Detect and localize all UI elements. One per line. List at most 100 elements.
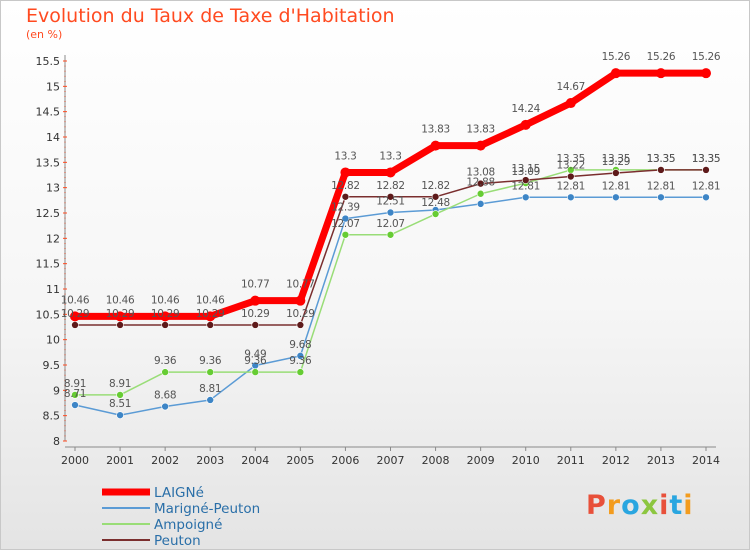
data-point <box>160 311 171 322</box>
data-point <box>702 166 710 174</box>
data-point <box>71 401 79 409</box>
y-tick-label: 14 <box>46 131 60 144</box>
data-point <box>475 140 486 151</box>
data-label: 12.81 <box>511 180 540 192</box>
data-point <box>566 172 575 181</box>
data-label: 13.83 <box>466 124 495 136</box>
data-label: 12.07 <box>376 218 405 230</box>
data-point <box>565 98 576 109</box>
data-label: 8.81 <box>199 383 221 395</box>
data-label: 9.36 <box>289 355 312 367</box>
logo-letter: P <box>586 490 607 521</box>
data-point <box>296 321 305 329</box>
data-label: 15.26 <box>647 51 676 63</box>
data-point <box>116 391 124 399</box>
data-label: 15.26 <box>602 51 631 63</box>
y-tick-label: 13.5 <box>36 156 61 169</box>
data-label: 13.35 <box>692 153 721 165</box>
data-label: 12.81 <box>692 180 721 192</box>
logo-letter: r <box>606 490 622 521</box>
y-tick-label: 10 <box>46 334 60 347</box>
data-point <box>612 169 620 177</box>
data-label: 8.91 <box>64 378 86 390</box>
data-label: 13.35 <box>557 153 586 165</box>
data-point <box>71 391 79 399</box>
data-label: 13.3 <box>379 150 401 162</box>
data-point <box>116 321 124 329</box>
proxiti-logo: Proxiti <box>586 490 694 521</box>
logo-letter: t <box>669 490 684 521</box>
x-tick-label: 2007 <box>377 454 405 467</box>
y-tick-label: 9.5 <box>43 359 61 372</box>
legend-label: Peuton <box>154 533 201 549</box>
x-tick-label: 2012 <box>602 454 630 467</box>
data-label: 12.81 <box>602 180 631 192</box>
data-label: 10.77 <box>241 279 270 291</box>
data-label: 12.81 <box>647 180 676 192</box>
data-label: 13.83 <box>421 124 450 136</box>
data-point <box>206 396 215 404</box>
data-label: 8.68 <box>154 390 176 402</box>
data-point <box>296 368 305 376</box>
data-label: 12.82 <box>331 180 360 192</box>
data-point <box>386 230 395 239</box>
data-point <box>341 192 350 201</box>
y-tick-label: 12 <box>46 232 60 245</box>
data-label: 12.88 <box>466 177 495 189</box>
data-point <box>701 68 711 79</box>
y-tick-label: 9 <box>53 384 60 397</box>
data-point <box>340 167 351 178</box>
data-label: 10.29 <box>241 308 270 320</box>
data-point <box>657 166 665 174</box>
data-point <box>566 193 575 202</box>
data-label: 12.51 <box>376 195 405 207</box>
data-point <box>431 192 440 201</box>
data-point <box>251 368 260 376</box>
data-point <box>520 119 531 130</box>
data-label: 12.82 <box>376 180 405 192</box>
data-point <box>161 402 169 411</box>
x-tick-label: 2001 <box>106 454 134 467</box>
data-point <box>476 179 485 188</box>
data-label: 13.35 <box>692 153 721 165</box>
chart-subtitle: (en %) <box>26 28 63 41</box>
data-point <box>295 295 306 306</box>
data-label: 10.29 <box>106 308 135 320</box>
data-label: 8.51 <box>109 398 131 410</box>
data-label: 12.39 <box>331 202 360 214</box>
data-label: 10.29 <box>61 308 90 320</box>
data-point <box>296 352 305 360</box>
data-label: 9.36 <box>244 355 267 367</box>
data-label: 9.68 <box>289 339 311 351</box>
x-tick-label: 2000 <box>61 454 89 467</box>
x-tick-label: 2011 <box>557 454 585 467</box>
logo-letter: i <box>683 490 694 521</box>
data-label: 10.46 <box>106 294 135 306</box>
data-label: 10.46 <box>196 294 225 306</box>
data-point <box>612 193 620 202</box>
y-tick-label: 15 <box>46 80 60 93</box>
data-label: 10.29 <box>286 308 315 320</box>
logo-letter: o <box>621 490 641 521</box>
data-point <box>341 214 350 223</box>
data-label: 13.15 <box>511 163 540 175</box>
data-point <box>341 230 350 239</box>
data-label: 13.29 <box>602 156 631 168</box>
data-point <box>206 321 215 329</box>
data-label: 13.08 <box>466 167 495 179</box>
data-label: 10.29 <box>151 308 180 320</box>
y-tick-label: 11.5 <box>36 258 61 271</box>
legend-label: Ampoigné <box>154 517 222 533</box>
data-point <box>521 193 530 202</box>
x-tick-label: 2004 <box>241 454 269 467</box>
y-tick-label: 11 <box>46 283 60 296</box>
data-point <box>610 68 621 79</box>
y-tick-label: 15.5 <box>36 55 61 68</box>
data-point <box>161 321 169 329</box>
x-tick-label: 2002 <box>151 454 179 467</box>
data-label: 14.67 <box>557 81 586 93</box>
data-label: 13.3 <box>334 150 356 162</box>
legend-label: LAIGNé <box>154 485 204 501</box>
